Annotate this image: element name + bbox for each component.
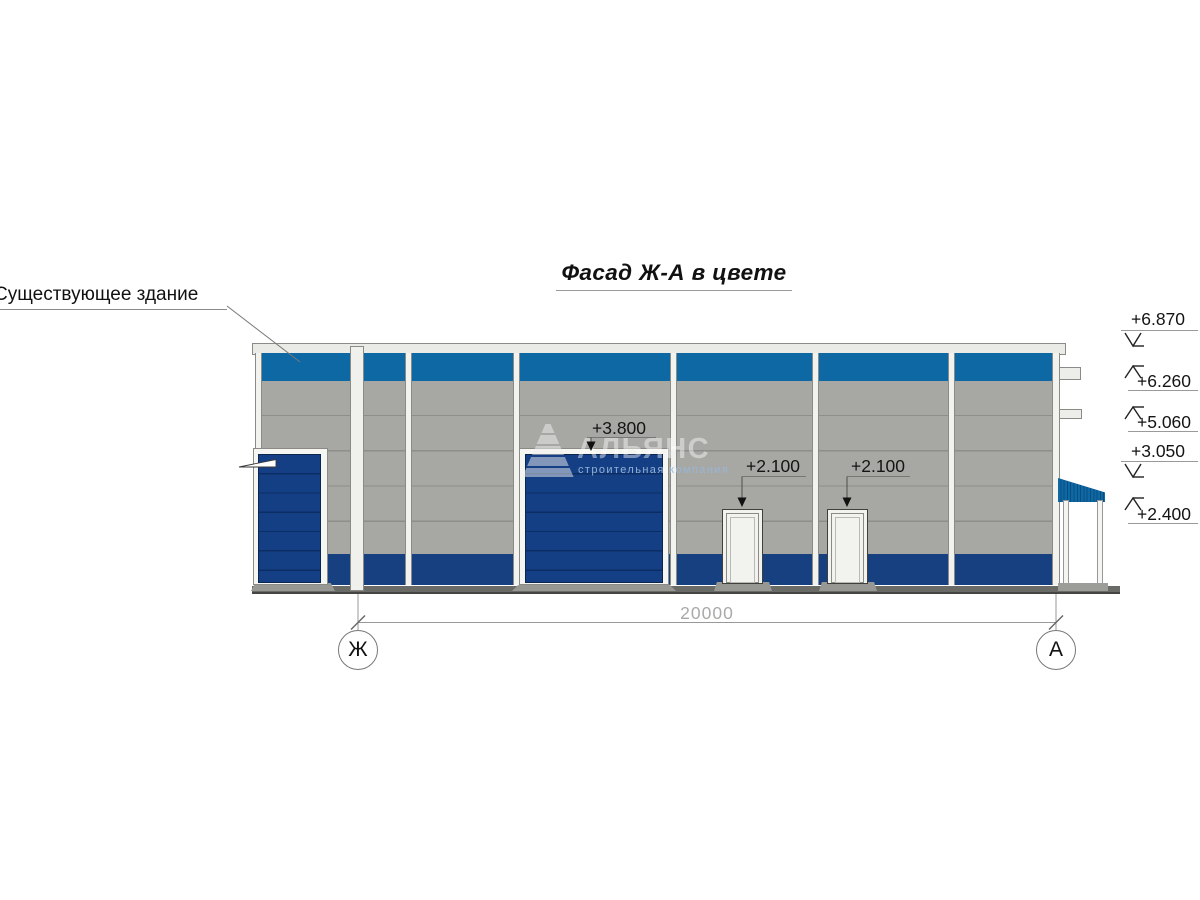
facade-top-band bbox=[255, 353, 1060, 381]
gate-elevation-label: +3.800 bbox=[592, 418, 647, 438]
entry-door-2 bbox=[827, 509, 868, 584]
mullion-4 bbox=[670, 353, 677, 585]
watermark-company-name: АЛЬЯНС bbox=[577, 433, 711, 465]
drawing-title: Фасад Ж-А в цвете bbox=[556, 260, 792, 291]
left-gate bbox=[258, 454, 321, 583]
ground-plinth bbox=[252, 586, 1120, 594]
mullion-5 bbox=[812, 353, 819, 585]
axis-a-label: А bbox=[1048, 638, 1063, 661]
right-beam-upper bbox=[1059, 367, 1081, 380]
entry-door-1 bbox=[722, 509, 763, 584]
door-1-elevation-label: +2.100 bbox=[746, 456, 801, 476]
level-mark-5060: +5.060 bbox=[1137, 412, 1192, 432]
ramp-left-gate bbox=[251, 583, 335, 591]
ramp-door-1 bbox=[714, 582, 772, 591]
level-mark-6870: +6.870 bbox=[1131, 309, 1186, 329]
corner-column-right bbox=[1052, 353, 1060, 585]
axis-bubble-a: А bbox=[1036, 630, 1076, 670]
pilaster-existing-junction bbox=[350, 346, 364, 591]
axis-bubble-zh: Ж bbox=[338, 630, 378, 670]
existing-building-label: Существующее здание bbox=[0, 284, 227, 310]
level-mark-3050: +3.050 bbox=[1131, 441, 1186, 461]
door-2-elevation-label: +2.100 bbox=[851, 456, 906, 476]
level-mark-2400: +2.400 bbox=[1137, 504, 1192, 524]
right-beam-lower bbox=[1059, 409, 1082, 419]
watermark-tagline: строительная компания bbox=[578, 464, 730, 476]
section-arrow-icon bbox=[238, 458, 277, 468]
ramp-door-2 bbox=[819, 582, 877, 591]
ramp-center-gate bbox=[512, 583, 676, 591]
overall-dimension: 20000 bbox=[680, 603, 734, 623]
mullion-6 bbox=[948, 353, 955, 585]
entry-door-2-leaf bbox=[835, 517, 860, 583]
porch-base bbox=[1058, 583, 1108, 591]
mullion-2 bbox=[405, 353, 412, 585]
level-mark-6260: +6.260 bbox=[1137, 371, 1192, 391]
axis-zh-label: Ж bbox=[348, 638, 368, 661]
entry-door-1-leaf bbox=[730, 517, 755, 583]
